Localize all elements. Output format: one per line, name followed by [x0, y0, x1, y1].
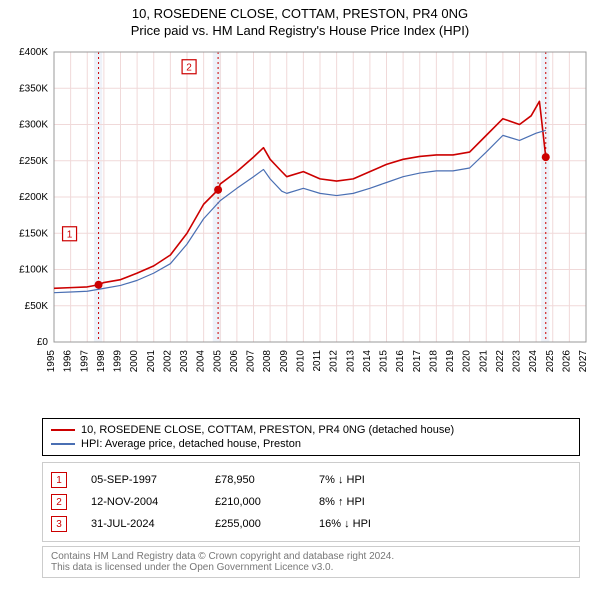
svg-text:2017: 2017 — [412, 350, 423, 373]
svg-text:2000: 2000 — [129, 350, 140, 373]
svg-text:£150K: £150K — [19, 228, 48, 239]
svg-text:2004: 2004 — [196, 350, 207, 373]
legend-swatch — [51, 429, 75, 431]
svg-text:£300K: £300K — [19, 120, 48, 131]
sale-date: 05-SEP-1997 — [91, 474, 191, 486]
svg-text:2: 2 — [186, 62, 192, 73]
svg-text:2002: 2002 — [162, 350, 173, 373]
title-subtitle: Price paid vs. HM Land Registry's House … — [0, 23, 600, 38]
legend-swatch — [51, 443, 75, 445]
svg-text:2012: 2012 — [329, 350, 340, 373]
svg-text:1999: 1999 — [113, 350, 124, 373]
sales-row: 2 12-NOV-2004 £210,000 8% ↑ HPI — [51, 491, 571, 513]
line-chart-svg: £0 £50K £100K £150K £200K £250K £300K £350K £400… — [0, 42, 600, 412]
svg-text:£0: £0 — [37, 337, 49, 348]
svg-text:£200K: £200K — [19, 192, 48, 203]
svg-text:2023: 2023 — [512, 350, 523, 373]
svg-text:2014: 2014 — [362, 350, 373, 373]
svg-text:1: 1 — [67, 229, 73, 240]
svg-text:2026: 2026 — [561, 350, 572, 373]
title-block: 10, ROSEDENE CLOSE, COTTAM, PRESTON, PR4… — [0, 0, 600, 42]
svg-text:£350K: £350K — [19, 83, 48, 94]
legend-label: HPI: Average price, detached house, Pres… — [81, 438, 301, 450]
sale-price: £210,000 — [215, 496, 295, 508]
sale-marker-badge: 2 — [51, 494, 67, 510]
svg-text:2018: 2018 — [428, 350, 439, 373]
footer-line-2: This data is licensed under the Open Gov… — [51, 562, 571, 573]
sale-price: £78,950 — [215, 474, 295, 486]
svg-text:2024: 2024 — [528, 350, 539, 373]
svg-text:£400K: £400K — [19, 47, 48, 58]
svg-text:2025: 2025 — [545, 350, 556, 373]
svg-text:£50K: £50K — [25, 301, 49, 312]
sale-vs-hpi: 16% ↓ HPI — [319, 518, 419, 530]
svg-text:2015: 2015 — [379, 350, 390, 373]
chart-area: £0 £50K £100K £150K £200K £250K £300K £350K £400… — [0, 42, 600, 412]
svg-text:2021: 2021 — [478, 350, 489, 373]
chart-container: 10, ROSEDENE CLOSE, COTTAM, PRESTON, PR4… — [0, 0, 600, 578]
svg-text:2010: 2010 — [295, 350, 306, 373]
svg-text:1995: 1995 — [46, 350, 57, 373]
svg-text:2016: 2016 — [395, 350, 406, 373]
sales-row: 3 31-JUL-2024 £255,000 16% ↓ HPI — [51, 513, 571, 535]
svg-text:2008: 2008 — [262, 350, 273, 373]
legend-item: 10, ROSEDENE CLOSE, COTTAM, PRESTON, PR4… — [51, 423, 571, 437]
svg-text:2006: 2006 — [229, 350, 240, 373]
legend: 10, ROSEDENE CLOSE, COTTAM, PRESTON, PR4… — [42, 418, 580, 456]
sale-vs-hpi: 8% ↑ HPI — [319, 496, 419, 508]
svg-text:2022: 2022 — [495, 350, 506, 373]
svg-text:2020: 2020 — [462, 350, 473, 373]
svg-text:2027: 2027 — [578, 350, 589, 373]
svg-text:2011: 2011 — [312, 350, 323, 372]
svg-text:2007: 2007 — [246, 350, 257, 373]
svg-text:1996: 1996 — [63, 350, 74, 373]
footer-line-1: Contains HM Land Registry data © Crown c… — [51, 551, 571, 562]
sales-table: 1 05-SEP-1997 £78,950 7% ↓ HPI 2 12-NOV-2004 £… — [42, 462, 580, 542]
sale-date: 31-JUL-2024 — [91, 518, 191, 530]
sale-marker-badge: 3 — [51, 516, 67, 532]
sale-marker-badge: 1 — [51, 472, 67, 488]
attribution-footer: Contains HM Land Registry data © Crown c… — [42, 546, 580, 578]
svg-text:2001: 2001 — [146, 350, 157, 373]
svg-text:£250K: £250K — [19, 156, 48, 167]
svg-text:2009: 2009 — [279, 350, 290, 373]
sale-date: 12-NOV-2004 — [91, 496, 191, 508]
svg-text:1998: 1998 — [96, 350, 107, 373]
title-address: 10, ROSEDENE CLOSE, COTTAM, PRESTON, PR4… — [0, 6, 600, 21]
svg-text:£100K: £100K — [19, 265, 48, 276]
sale-vs-hpi: 7% ↓ HPI — [319, 474, 419, 486]
svg-text:2005: 2005 — [212, 350, 223, 373]
svg-text:2013: 2013 — [345, 350, 356, 373]
svg-text:1997: 1997 — [79, 350, 90, 373]
sale-price: £255,000 — [215, 518, 295, 530]
svg-text:2003: 2003 — [179, 350, 190, 373]
svg-text:2019: 2019 — [445, 350, 456, 373]
legend-label: 10, ROSEDENE CLOSE, COTTAM, PRESTON, PR4… — [81, 424, 454, 436]
sales-row: 1 05-SEP-1997 £78,950 7% ↓ HPI — [51, 469, 571, 491]
legend-item: HPI: Average price, detached house, Pres… — [51, 437, 571, 451]
